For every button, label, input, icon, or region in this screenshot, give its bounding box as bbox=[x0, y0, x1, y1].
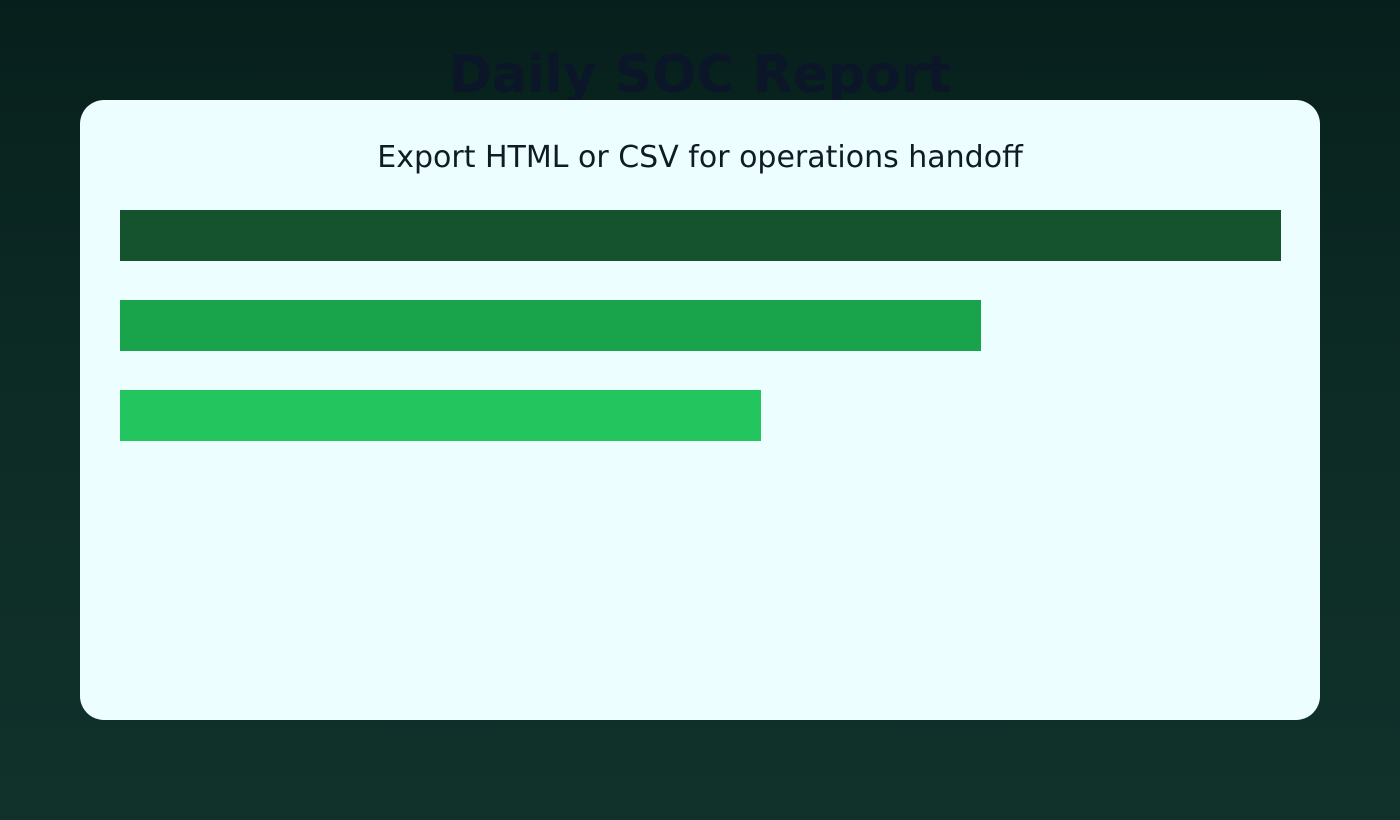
progress-bar-3 bbox=[120, 390, 761, 441]
progress-bar-1 bbox=[120, 210, 1281, 261]
progress-bar-2 bbox=[120, 300, 981, 351]
card-subtitle: Export HTML or CSV for operations handof… bbox=[377, 140, 1023, 175]
page-title: Daily SOC Report bbox=[448, 45, 952, 105]
